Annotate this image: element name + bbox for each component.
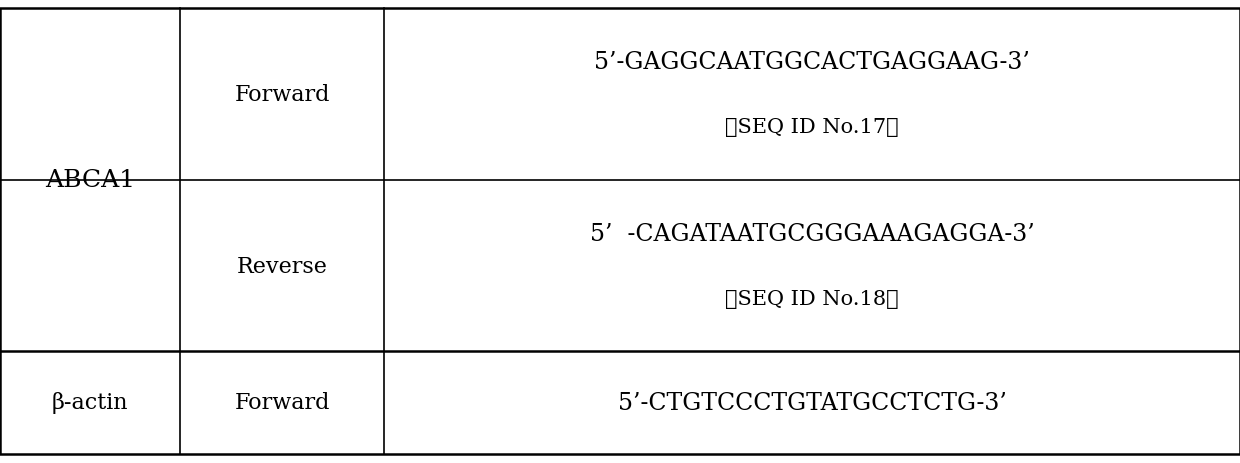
Text: 5’-CTGTCCCTGTATGCCTCTG-3’: 5’-CTGTCCCTGTATGCCTCTG-3’ bbox=[618, 391, 1007, 414]
Text: （SEQ ID No.17）: （SEQ ID No.17） bbox=[725, 118, 899, 137]
Text: ABCA1: ABCA1 bbox=[45, 169, 135, 192]
Text: β-actin: β-actin bbox=[52, 392, 128, 413]
Text: 5’  -CAGATAATGCGGGAAAGAGGA-3’: 5’ -CAGATAATGCGGGAAAGAGGA-3’ bbox=[590, 222, 1034, 245]
Text: （SEQ ID No.18）: （SEQ ID No.18） bbox=[725, 289, 899, 308]
Text: 5’-GAGGCAATGGCACTGAGGAAG-3’: 5’-GAGGCAATGGCACTGAGGAAG-3’ bbox=[594, 51, 1030, 74]
Text: Forward: Forward bbox=[234, 392, 330, 413]
Text: Forward: Forward bbox=[234, 84, 330, 106]
Text: Reverse: Reverse bbox=[237, 255, 327, 277]
